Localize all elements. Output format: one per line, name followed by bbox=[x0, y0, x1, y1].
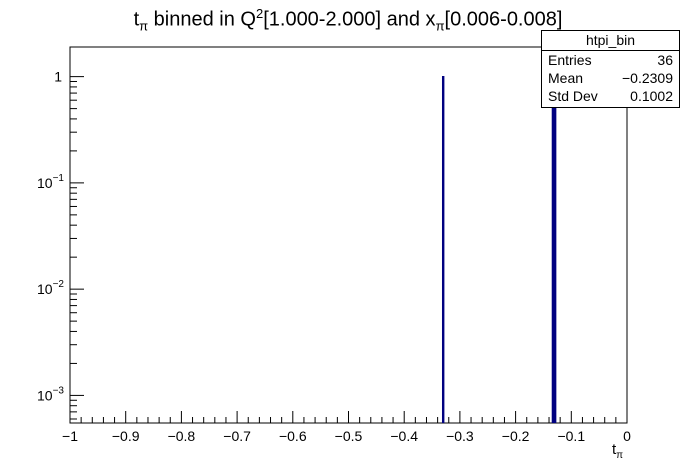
x-tick-label: −0.8 bbox=[168, 428, 196, 444]
y-tick-label: 1 bbox=[54, 69, 62, 85]
stats-row-entries: Entries 36 bbox=[548, 52, 673, 68]
histogram-bar bbox=[441, 75, 445, 423]
x-tick-label: 0 bbox=[623, 428, 631, 444]
stats-row-stddev: Std Dev 0.1002 bbox=[548, 88, 673, 104]
stats-box: htpi_bin Entries 36 Mean −0.2309 Std Dev… bbox=[541, 30, 680, 108]
histogram-bar bbox=[551, 75, 555, 423]
y-tick-label: 10−2 bbox=[37, 279, 64, 297]
stats-box-title: htpi_bin bbox=[542, 31, 679, 51]
x-tick-label: −0.6 bbox=[279, 428, 307, 444]
x-tick-label: −0.2 bbox=[502, 428, 530, 444]
y-tick-label: 10−3 bbox=[37, 385, 64, 403]
x-tick-label: −0.5 bbox=[335, 428, 363, 444]
histogram-bar bbox=[553, 75, 557, 423]
x-tick-label: −0.3 bbox=[446, 428, 474, 444]
y-tick-label: 10−1 bbox=[37, 173, 64, 191]
x-tick-label: −0.7 bbox=[223, 428, 251, 444]
x-axis-label: tπ bbox=[612, 441, 624, 461]
x-tick-label: −0.1 bbox=[557, 428, 585, 444]
x-tick-label: −1 bbox=[62, 428, 78, 444]
stats-row-mean: Mean −0.2309 bbox=[548, 70, 673, 86]
chart-title: tπ binned in Q2[1.000-2.000] and xπ[0.00… bbox=[133, 6, 563, 34]
x-tick-label: −0.4 bbox=[390, 428, 418, 444]
x-tick-label: −0.9 bbox=[112, 428, 140, 444]
